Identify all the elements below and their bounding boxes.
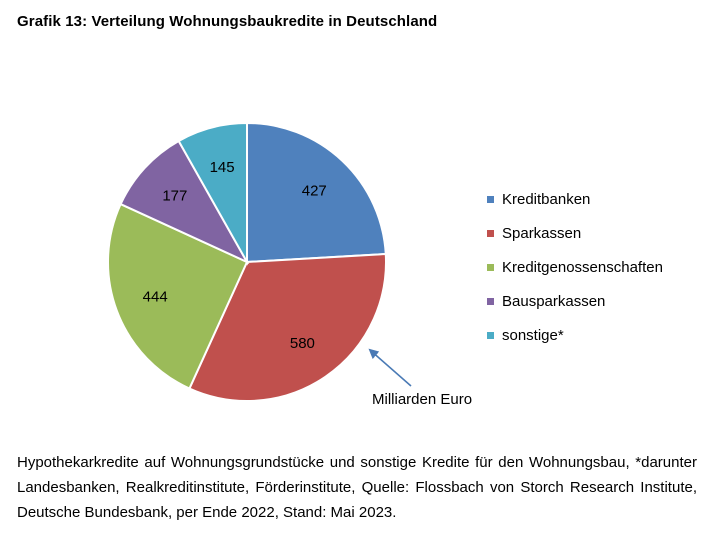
pie-value-labels: 427 580 444 177 145 [143,159,327,352]
pie-slice-4 [119,139,250,265]
unit-annotation: Milliarden Euro [372,391,472,408]
legend-label: Kreditgenossenschaften [502,258,663,276]
legend-item: Kreditgenossenschaften [487,250,663,284]
chart-title: Grafik 13: Verteilung Wohnungsbaukredite… [17,13,438,30]
legend-swatch [487,195,494,203]
legend-label: Sparkassen [502,224,582,242]
pie-value-label-1: 427 [302,183,327,200]
legend-item: sonstige* [487,318,663,352]
legend-swatch [487,263,494,271]
legend-item: Bausparkassen [487,284,663,318]
legend: Kreditbanken Sparkassen Kreditgenossenscha… [487,182,663,352]
pie-slices [107,121,387,402]
pie-slice-3 [107,202,249,390]
legend-swatch [487,229,494,237]
pie-value-label-4: 177 [162,188,187,205]
legend-swatch [487,331,494,339]
pie-slice-2 [188,252,387,402]
legend-label: sonstige* [502,326,564,344]
footnote: Hypothekarkredite auf Wohnungsgrundstück… [17,454,697,521]
legend-label: Bausparkassen [502,292,606,310]
pie-value-label-5: 145 [210,159,235,176]
legend-label: Kreditbanken [502,190,591,208]
pie-slice-5 [177,121,248,266]
unit-arrow [368,348,412,387]
legend-swatch [487,297,494,305]
legend-item: Sparkassen [487,216,663,250]
legend-item: Kreditbanken [487,182,663,216]
pie-slice-1 [246,121,387,264]
pie-value-label-2: 580 [290,335,315,352]
pie-value-label-3: 444 [143,288,168,305]
